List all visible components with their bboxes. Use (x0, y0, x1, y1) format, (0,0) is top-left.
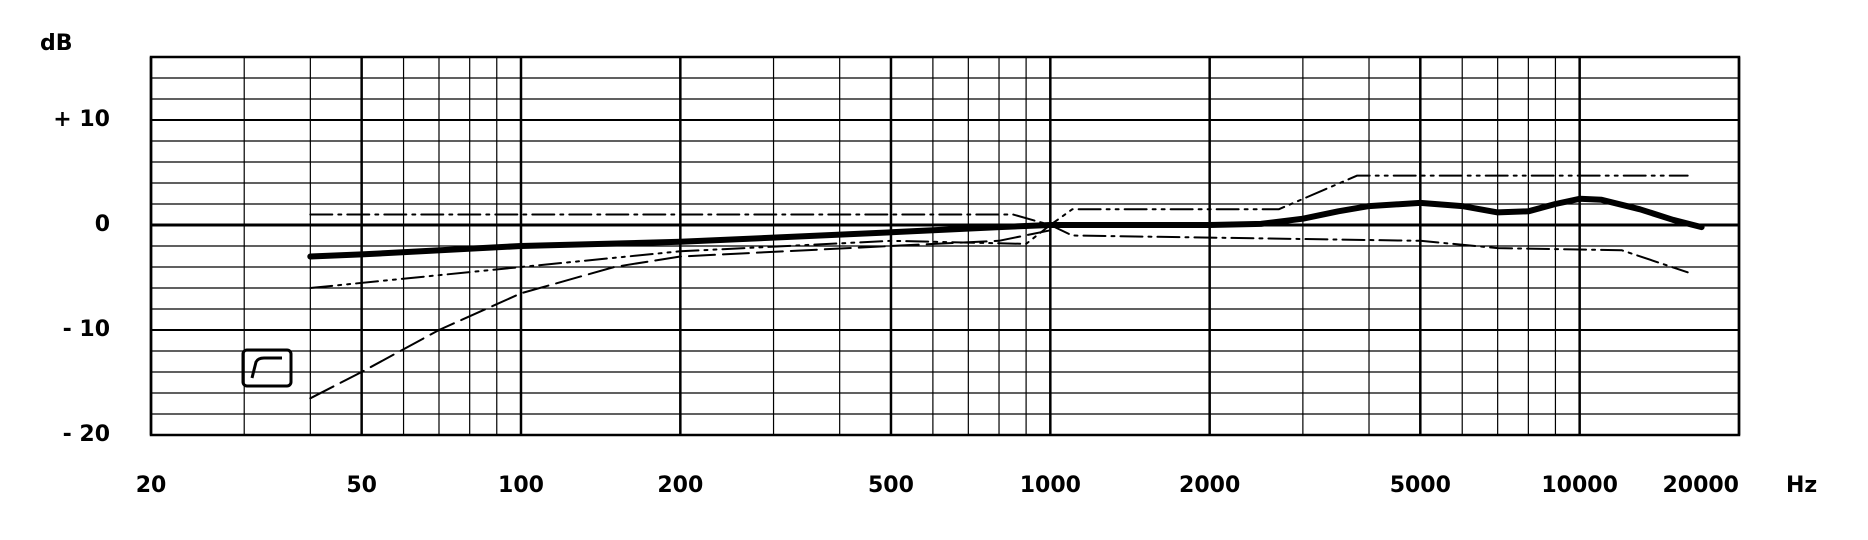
filter-icon (241, 348, 293, 388)
x-axis-label: Hz (1786, 473, 1817, 498)
x-tick-label: 5000 (1390, 473, 1451, 498)
x-tick-label: 20000 (1662, 473, 1739, 498)
x-tick-label: 100 (498, 473, 544, 498)
x-tick-label: 200 (657, 473, 703, 498)
plot-frame (149, 55, 1741, 437)
x-tick-label: 1000 (1020, 473, 1081, 498)
x-tick-label: 500 (868, 473, 914, 498)
x-tick-label: 10000 (1541, 473, 1618, 498)
response-curve (309, 213, 1689, 274)
y-axis-label: dB (40, 31, 73, 56)
x-tick-label: 2000 (1179, 473, 1240, 498)
y-tick-label: - 10 (63, 317, 110, 342)
response-curve (307, 195, 1705, 260)
x-tick-label: 20 (136, 473, 167, 498)
response-curve (309, 174, 1689, 289)
y-tick-label: - 20 (63, 422, 110, 447)
y-tick-label: + 10 (53, 107, 110, 132)
y-tick-label: 0 (95, 212, 110, 237)
x-tick-label: 50 (346, 473, 377, 498)
